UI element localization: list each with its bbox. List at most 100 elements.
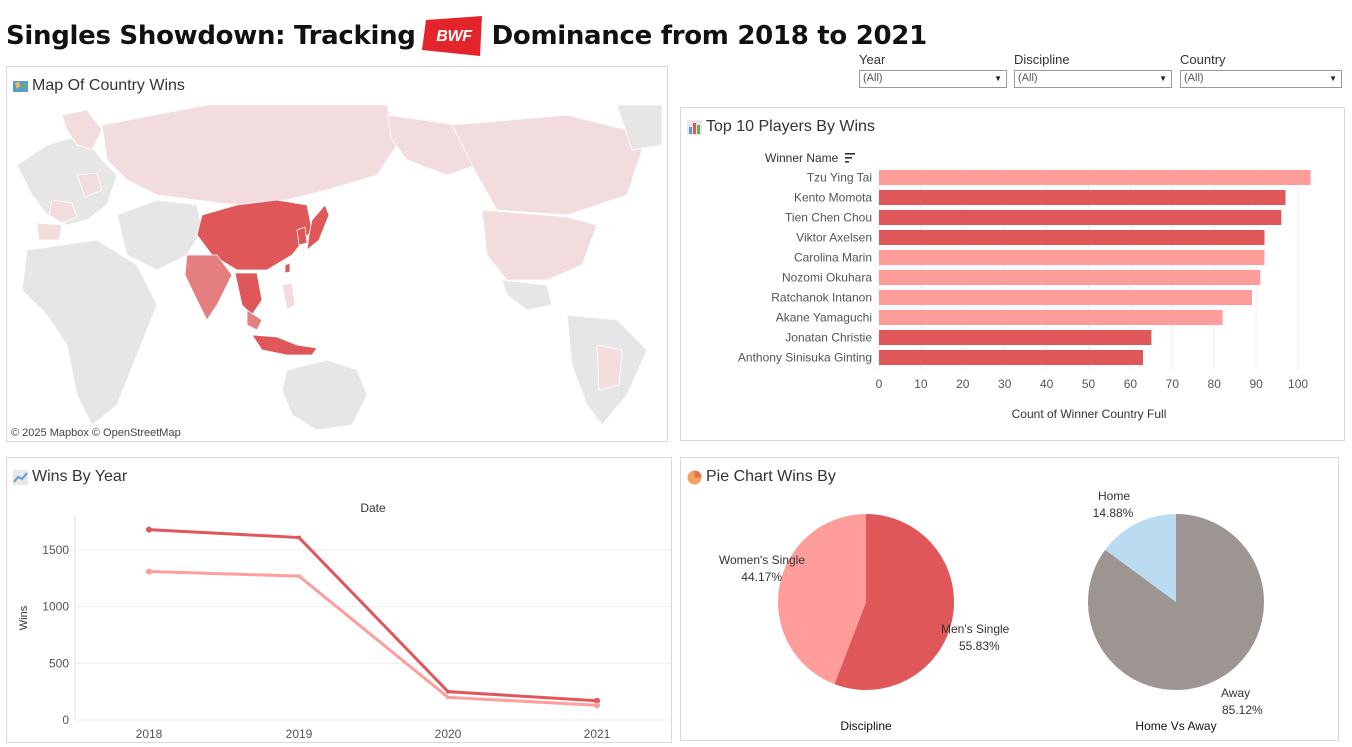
- thailand-region: [234, 272, 263, 316]
- bar-category-label: Carolina Marin: [794, 251, 872, 265]
- bar-category-label: Ratchanok Intanon: [771, 291, 872, 305]
- canada-region: [451, 114, 648, 216]
- bar-x-axis-title: Count of Winner Country Full: [1012, 407, 1167, 421]
- pie-slice-label: Away: [1221, 686, 1250, 700]
- china-region: [196, 199, 313, 271]
- bar-category-label: Anthony Sinisuka Ginting: [738, 351, 872, 365]
- svg-text:BWF: BWF: [436, 28, 473, 45]
- australia-region: [281, 359, 368, 431]
- bar-6: [879, 290, 1252, 305]
- year-filter-select[interactable]: (All) ▼: [859, 70, 1007, 88]
- pie-axis-title: Discipline: [840, 719, 892, 733]
- line-point-0-0: [146, 526, 152, 533]
- russia-region: [101, 105, 398, 206]
- pie-slice-percent: 14.88%: [1093, 506, 1134, 520]
- bar-category-label: Nozomi Okuhara: [782, 271, 872, 285]
- country-filter-select[interactable]: (All) ▼: [1180, 70, 1342, 88]
- middle-east-region: [116, 199, 203, 271]
- map-icon: [13, 80, 28, 92]
- bar-category-label: Jonatan Christie: [785, 331, 872, 345]
- pie-slice-percent: 44.17%: [741, 570, 782, 584]
- greenland-region: [616, 105, 663, 151]
- bar-0: [879, 170, 1311, 185]
- bar-x-tick-label: 10: [914, 377, 928, 391]
- line-point-0-2: [446, 689, 450, 694]
- bar-1: [879, 190, 1286, 205]
- pie-slice-home: [1105, 514, 1176, 602]
- indonesia-region: [251, 334, 318, 356]
- brazil-region: [596, 344, 623, 391]
- bar-x-tick-label: 40: [1040, 377, 1054, 391]
- pie-slice-women-s-single: [777, 514, 866, 685]
- india-region: [184, 254, 233, 321]
- germany-region: [76, 172, 103, 198]
- line-point-0-1: [297, 535, 301, 540]
- pie-chart-panel: Pie Chart Wins By Men's Single 55.83% Wome…: [680, 457, 1339, 741]
- bar-8: [879, 330, 1152, 345]
- pie-slice-label: Women's Single: [719, 553, 805, 567]
- line-y-tick-label: 1500: [42, 543, 69, 557]
- bar-9: [879, 350, 1143, 365]
- discipline-filter-select[interactable]: (All) ▼: [1014, 70, 1172, 88]
- year-filter-label: Year: [859, 52, 886, 67]
- bar-4: [879, 250, 1265, 265]
- line-x-tick-label: 2019: [286, 727, 313, 741]
- spain-region: [36, 222, 63, 241]
- chevron-down-icon: ▼: [1329, 74, 1337, 83]
- world-map[interactable]: [7, 105, 667, 441]
- line-y-axis-title: Wins: [18, 605, 30, 630]
- france-region: [48, 199, 78, 224]
- bar-category-label: Tzu Ying Tai: [807, 171, 872, 185]
- bar-5: [879, 270, 1261, 285]
- country-filter-label: Country: [1180, 52, 1226, 67]
- line-chart: Date Wins 0 500 1000 1500 2018 2019 2020 2021: [18, 501, 671, 741]
- map-panel: Map Of Country Wins: [6, 66, 668, 442]
- line-x-tick-label: 2021: [584, 727, 611, 741]
- line-y-tick-label: 1000: [42, 600, 69, 614]
- malaysia-region: [246, 309, 263, 331]
- map-panel-title: Map Of Country Wins: [13, 77, 185, 95]
- pie-chart-icon: [687, 470, 702, 484]
- map-copyright: © 2025 Mapbox © OpenStreetMap: [11, 427, 181, 439]
- bar-chart-panel: Top 10 Players By Wins 0 10 20 30 40 50 60 70 80…: [680, 107, 1345, 441]
- bar-7: [879, 310, 1223, 325]
- title-left: Singles Showdown: Tracking: [6, 21, 416, 51]
- line-x-axis-title: Date: [360, 501, 386, 515]
- pie-chart-title: Pie Chart Wins By: [687, 468, 836, 486]
- pie-slice-percent: 55.83%: [959, 639, 1000, 653]
- discipline-filter-label: Discipline: [1014, 52, 1070, 67]
- bwf-logo: BWF: [421, 16, 482, 56]
- bar-chart: 0 10 20 30 40 50 60 70 80 90 100 Winner Name Tzu Yin…: [738, 151, 1311, 421]
- pie-slice-men-s-single: [834, 514, 954, 690]
- bar-x-tick-label: 60: [1124, 377, 1138, 391]
- bar-x-tick-label: 30: [998, 377, 1012, 391]
- mexico-region: [501, 279, 553, 311]
- line-y-tick-label: 0: [62, 713, 69, 727]
- taiwan-region: [284, 262, 291, 274]
- europe-region: [16, 134, 118, 226]
- bar-chart-icon: [687, 119, 702, 135]
- chevron-down-icon: ▼: [1159, 74, 1167, 83]
- bar-x-tick-label: 20: [956, 377, 970, 391]
- sort-icon[interactable]: [845, 153, 855, 163]
- line-chart-title: Wins By Year: [13, 468, 127, 486]
- pie-slice-label: Men's Single: [941, 622, 1010, 636]
- line-point-1-2: [446, 695, 450, 700]
- bar-x-tick-label: 100: [1288, 377, 1308, 391]
- discipline-filter: Discipline (All) ▼: [1014, 52, 1172, 88]
- bar-x-tick-label: 80: [1208, 377, 1222, 391]
- country-filter: Country (All) ▼: [1180, 52, 1342, 88]
- pie-slice-percent: 85.12%: [1222, 703, 1263, 717]
- chevron-down-icon: ▼: [994, 74, 1002, 83]
- pie-axis-title: Home Vs Away: [1135, 719, 1216, 733]
- line-point-1-1: [297, 574, 301, 579]
- bar-category-label: Viktor Axelsen: [796, 231, 872, 245]
- scandinavia-region: [61, 109, 103, 151]
- line-x-tick-label: 2020: [435, 727, 462, 741]
- line-point-1-3: [594, 702, 600, 709]
- line-series-1: [148, 570, 598, 707]
- line-y-tick-label: 500: [49, 656, 69, 670]
- line-x-tick-label: 2018: [136, 727, 163, 741]
- bar-category-label: Tien Chen Chou: [785, 211, 872, 225]
- usa-region: [481, 209, 598, 281]
